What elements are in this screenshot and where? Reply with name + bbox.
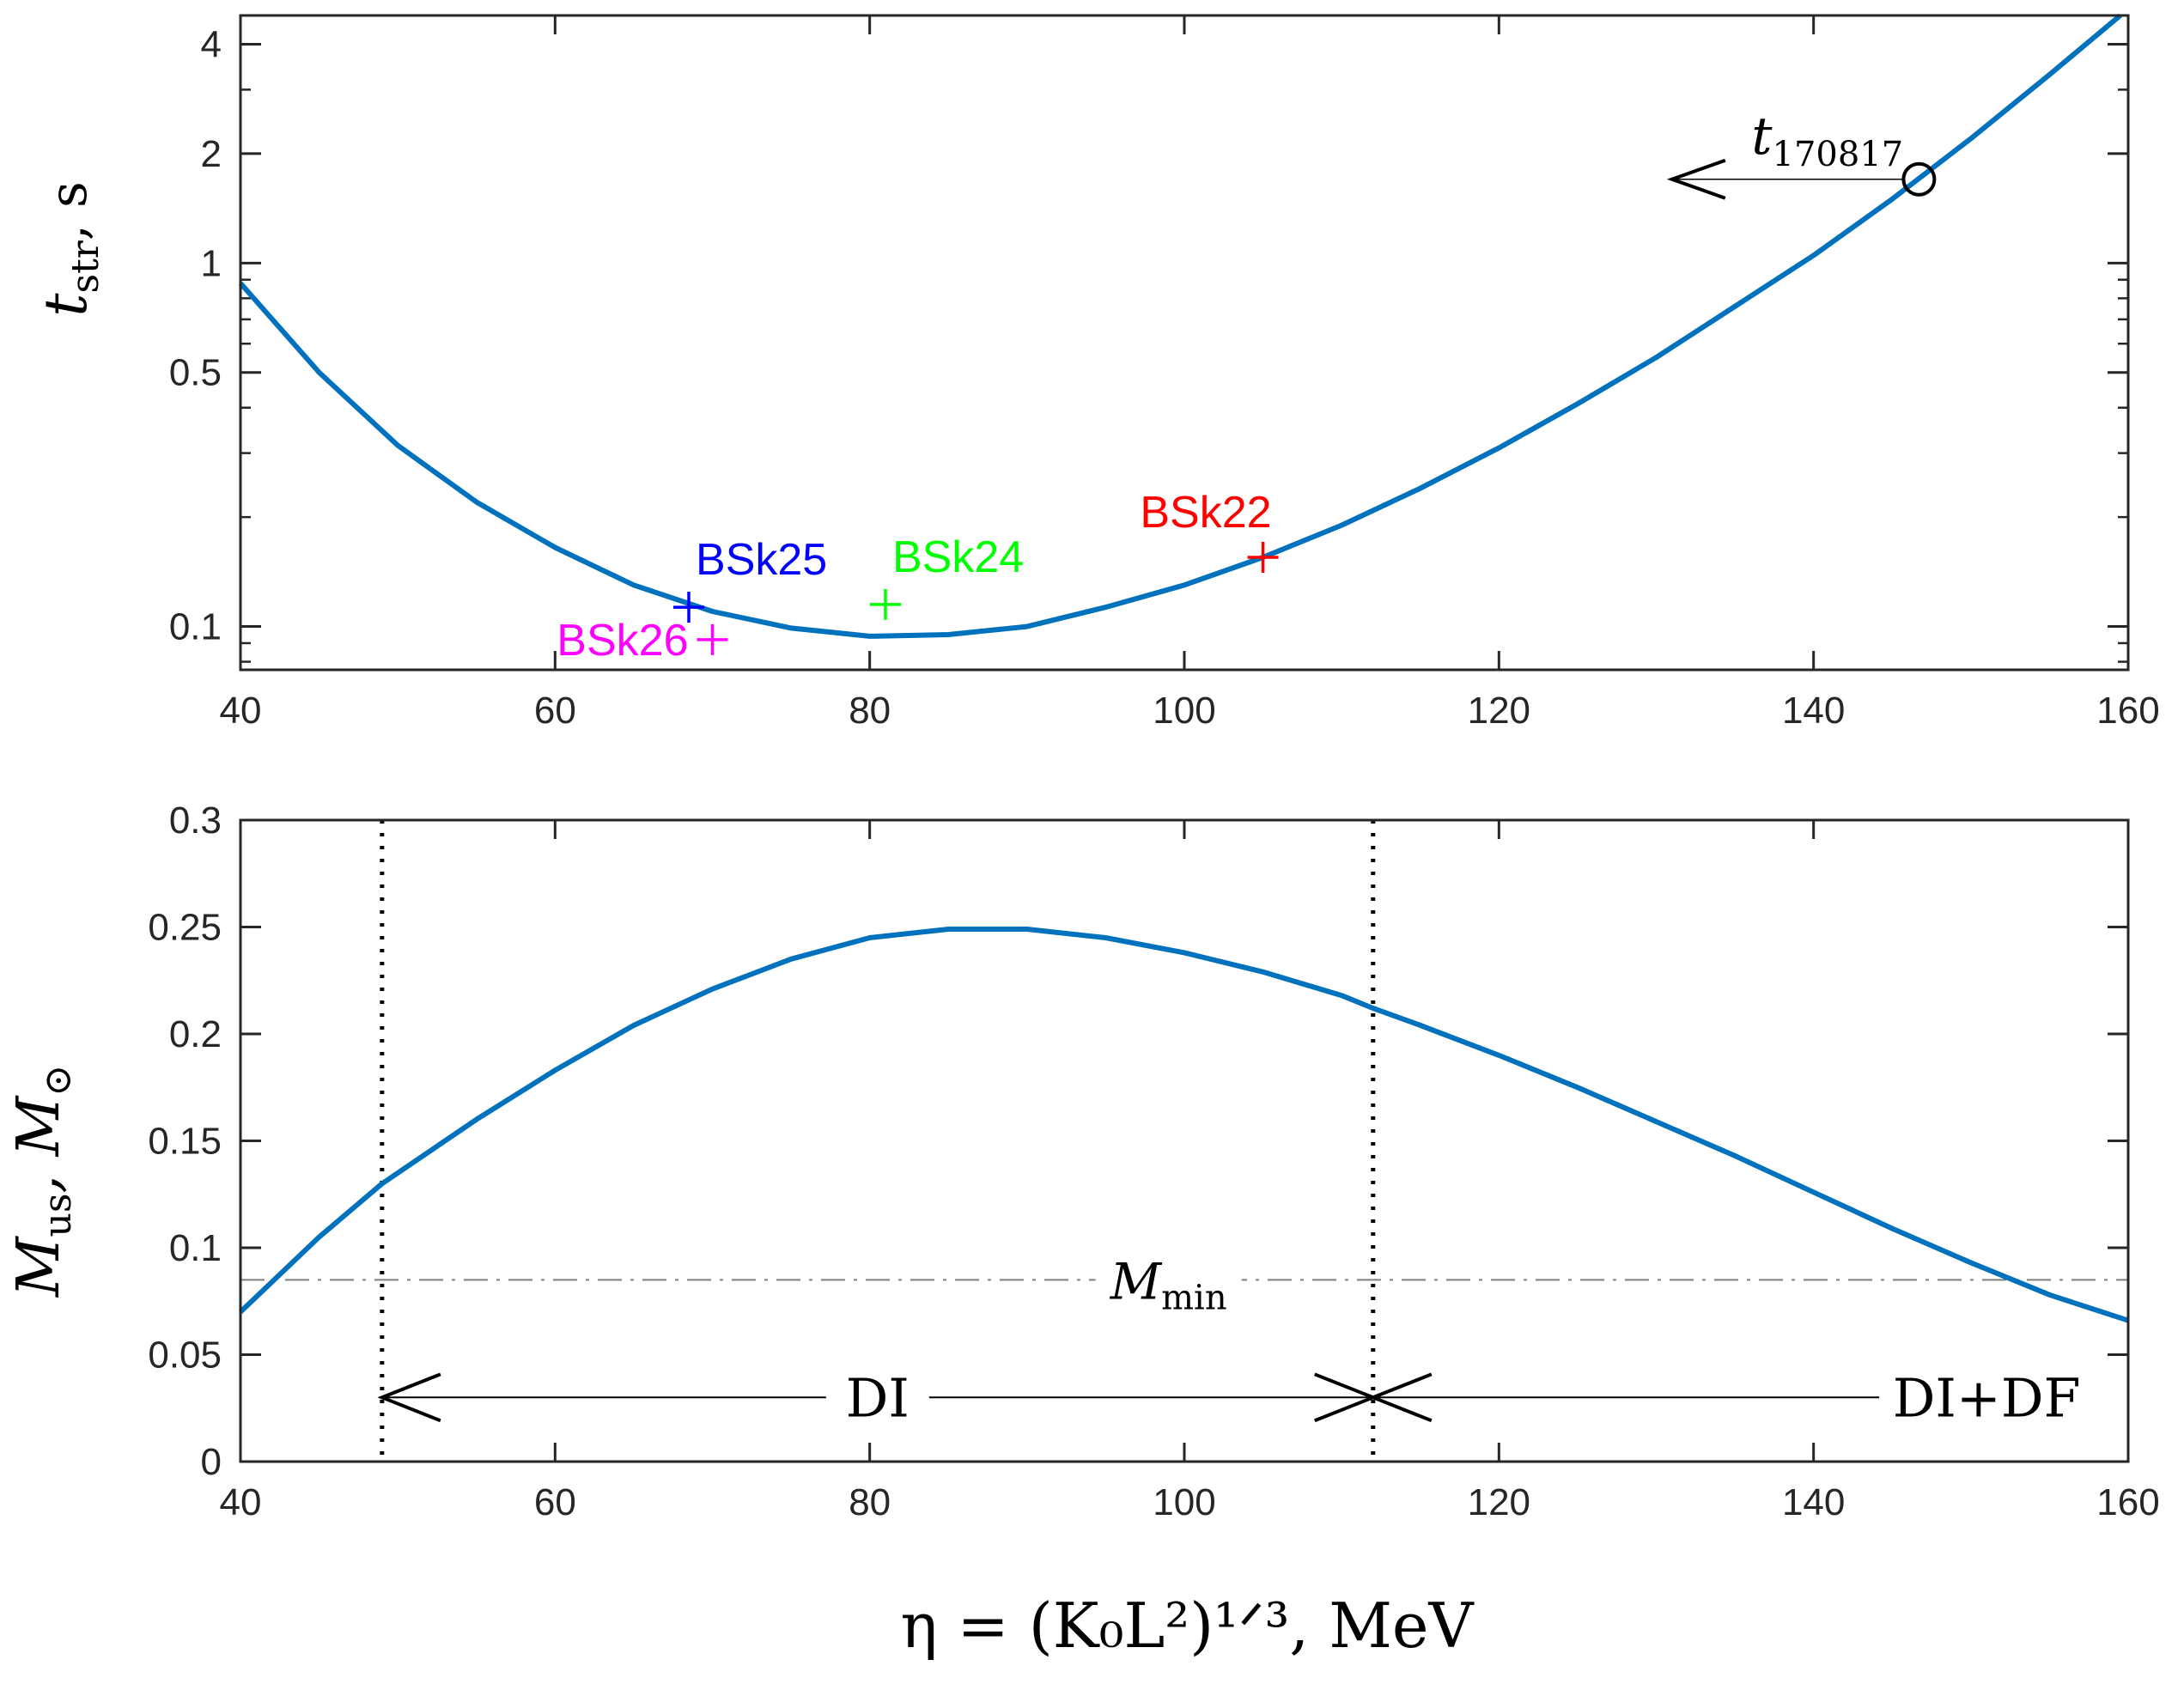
mus-x-tick-label: 100 [1153, 1481, 1215, 1523]
mus-x-tick-label: 80 [849, 1481, 891, 1523]
tstr-curve [238, 13, 2122, 639]
tstr-y-tick-label: 1 [201, 242, 222, 284]
mmin-label-main: M [1110, 1252, 1163, 1310]
tstr-ylabel-unit: , s [39, 181, 99, 240]
tstr-x-tick-label: 120 [1468, 690, 1530, 732]
eta-x-axis-label: η = (K₀L²)¹ᐟ³, MeV [900, 1590, 1475, 1662]
mus-x-tick-label: 120 [1468, 1481, 1530, 1523]
t170817-annotation: t170817 [1666, 106, 1937, 200]
mus-x-tick-label: 160 [2096, 1481, 2159, 1523]
tstr-y-tick-label: 0.5 [169, 352, 222, 394]
tstr-ylabel-main: t [33, 293, 100, 317]
tstr-x-tick-label: 100 [1153, 690, 1215, 732]
region-label: DI+DF [1893, 1366, 2081, 1429]
bsk-label-bsk26: BSk26 [557, 616, 688, 666]
mus-x-tick-label: 60 [534, 1481, 576, 1523]
mus-ticks: 40 60 80 100 120 140 160 0 0.05 0.1 0.15 0.2 0.25 0.3 [148, 799, 2159, 1523]
tstr-y-tick-label: 0.1 [169, 606, 222, 648]
bsk-label-bsk22: BSk22 [1140, 488, 1271, 538]
mmin-label-sub: min [1161, 1278, 1226, 1317]
tstr-x-tick-label: 40 [220, 690, 262, 732]
tstr-x-tick-label: 160 [2096, 690, 2159, 732]
svg-text:tstr, s: tstr, s [33, 181, 107, 317]
mus-ylabel-main: M [5, 1235, 73, 1298]
mmin-label: Mmin [1110, 1252, 1227, 1317]
t170817-label-main: t [1751, 106, 1773, 167]
tstr-ticks: 40 60 80 100 120 140 160 0.1 0.5 1 2 4 [169, 15, 2160, 732]
region-arrows: DI DI+DF [377, 1366, 2081, 1429]
mus-ylabel-unit-main: , M [5, 1094, 73, 1193]
bsk-label-bsk24: BSk24 [892, 532, 1024, 582]
mus-y-tick-label: 0 [201, 1441, 222, 1483]
mus-y-tick-label: 0.2 [169, 1013, 222, 1055]
t170817-label: t170817 [1751, 106, 1903, 174]
tstr-x-tick-label: 140 [1782, 690, 1845, 732]
mus-ylabel-sub: us [36, 1194, 80, 1237]
mus-curve [238, 927, 2129, 1323]
mus-y-tick-label: 0.15 [148, 1121, 222, 1163]
tstr-y-tick-label: 4 [201, 24, 222, 66]
mus-y-tick-label: 0.1 [169, 1227, 222, 1269]
mus-y-tick-label: 0.3 [169, 799, 222, 842]
region-arrowhead [377, 1372, 441, 1423]
t170817-arrowhead [1666, 158, 1726, 200]
mus-axes-frame [239, 818, 2130, 1463]
mus-y-tick-label: 0.25 [148, 907, 222, 949]
tstr-y-axis-label: tstr, s [33, 181, 107, 317]
bsk-label-bsk25: BSk25 [696, 535, 827, 585]
mmin-label-background [1095, 1262, 1242, 1301]
mus-x-tick-label: 140 [1782, 1481, 1845, 1523]
tstr-x-tick-label: 60 [534, 690, 576, 732]
tstr-ylabel-sub: str [64, 240, 107, 293]
region-boundaries [380, 820, 1376, 1462]
mus-y-axis-label: Mus, M⊙ [5, 1065, 80, 1298]
tstr-axes-frame [239, 14, 2130, 672]
t170817-label-sub: 170817 [1773, 135, 1904, 174]
mus-panel: 40 60 80 100 120 140 160 0 0.05 0.1 0.15 0.2 0.25 0.3… [5, 799, 2160, 1662]
t170817-marker [1901, 161, 1937, 197]
region-label: DI [846, 1366, 909, 1429]
mus-ylabel-unit-sub: ⊙ [36, 1065, 80, 1097]
tstr-x-tick-label: 80 [849, 690, 891, 732]
svg-text:Mus, M⊙: Mus, M⊙ [5, 1065, 80, 1298]
tstr-y-tick-label: 2 [201, 133, 222, 175]
mus-x-tick-label: 40 [220, 1481, 262, 1523]
region-arrowhead [1368, 1372, 1433, 1423]
mus-y-tick-label: 0.05 [148, 1334, 222, 1377]
